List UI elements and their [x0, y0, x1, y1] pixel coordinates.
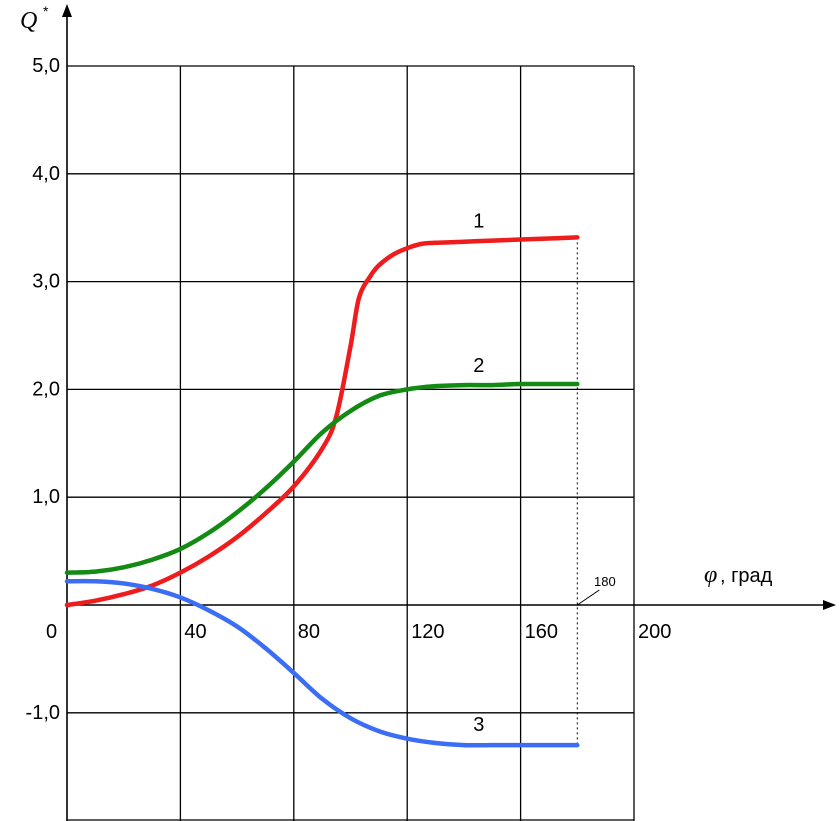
- annotation-180-leader: [577, 589, 600, 606]
- series-3-label: 3: [473, 714, 484, 736]
- y-tick-label-2,0: 2,0: [32, 378, 60, 400]
- x-tick-label-120: 120: [411, 621, 444, 643]
- y-tick-label-5,0: 5,0: [32, 55, 60, 77]
- y-axis-label-superscript: *: [43, 3, 49, 19]
- y-axis-arrow: [62, 4, 72, 17]
- x-tick-label-160: 160: [525, 621, 558, 643]
- series-2-line: [64, 381, 580, 575]
- reference-lines: [576, 237, 600, 746]
- annotation-180-label: 180: [594, 574, 616, 589]
- x-tick-label-40: 40: [184, 621, 206, 643]
- y-tick-label-1,0: 1,0: [32, 486, 60, 508]
- series-2-label: 2: [473, 355, 484, 377]
- y-tick-label--1,0: -1,0: [26, 702, 60, 724]
- y-axis-label: Q: [20, 8, 37, 34]
- series-3-line: [64, 578, 580, 748]
- series-1-label: 1: [473, 210, 484, 232]
- x-tick-label-0: 0: [46, 621, 57, 643]
- x-axis-label-unit: , град: [720, 565, 773, 587]
- x-axis-label-symbol: φ: [704, 562, 717, 588]
- x-tick-label-200: 200: [638, 621, 671, 643]
- x-axis-arrow: [823, 600, 836, 610]
- series: 1 2 3: [64, 210, 580, 748]
- series-1-line: [64, 235, 580, 608]
- y-tick-label-4,0: 4,0: [32, 163, 60, 185]
- y-tick-label-3,0: 3,0: [32, 271, 60, 293]
- tick-labels: 0 40 80 120 160 200 5,0 4,0 3,0 2,0 1,0 -1,0: [26, 55, 672, 724]
- axes: [62, 4, 836, 821]
- labels: Q * φ , град 180: [20, 3, 773, 589]
- x-tick-label-80: 80: [298, 621, 320, 643]
- grid: [67, 65, 635, 821]
